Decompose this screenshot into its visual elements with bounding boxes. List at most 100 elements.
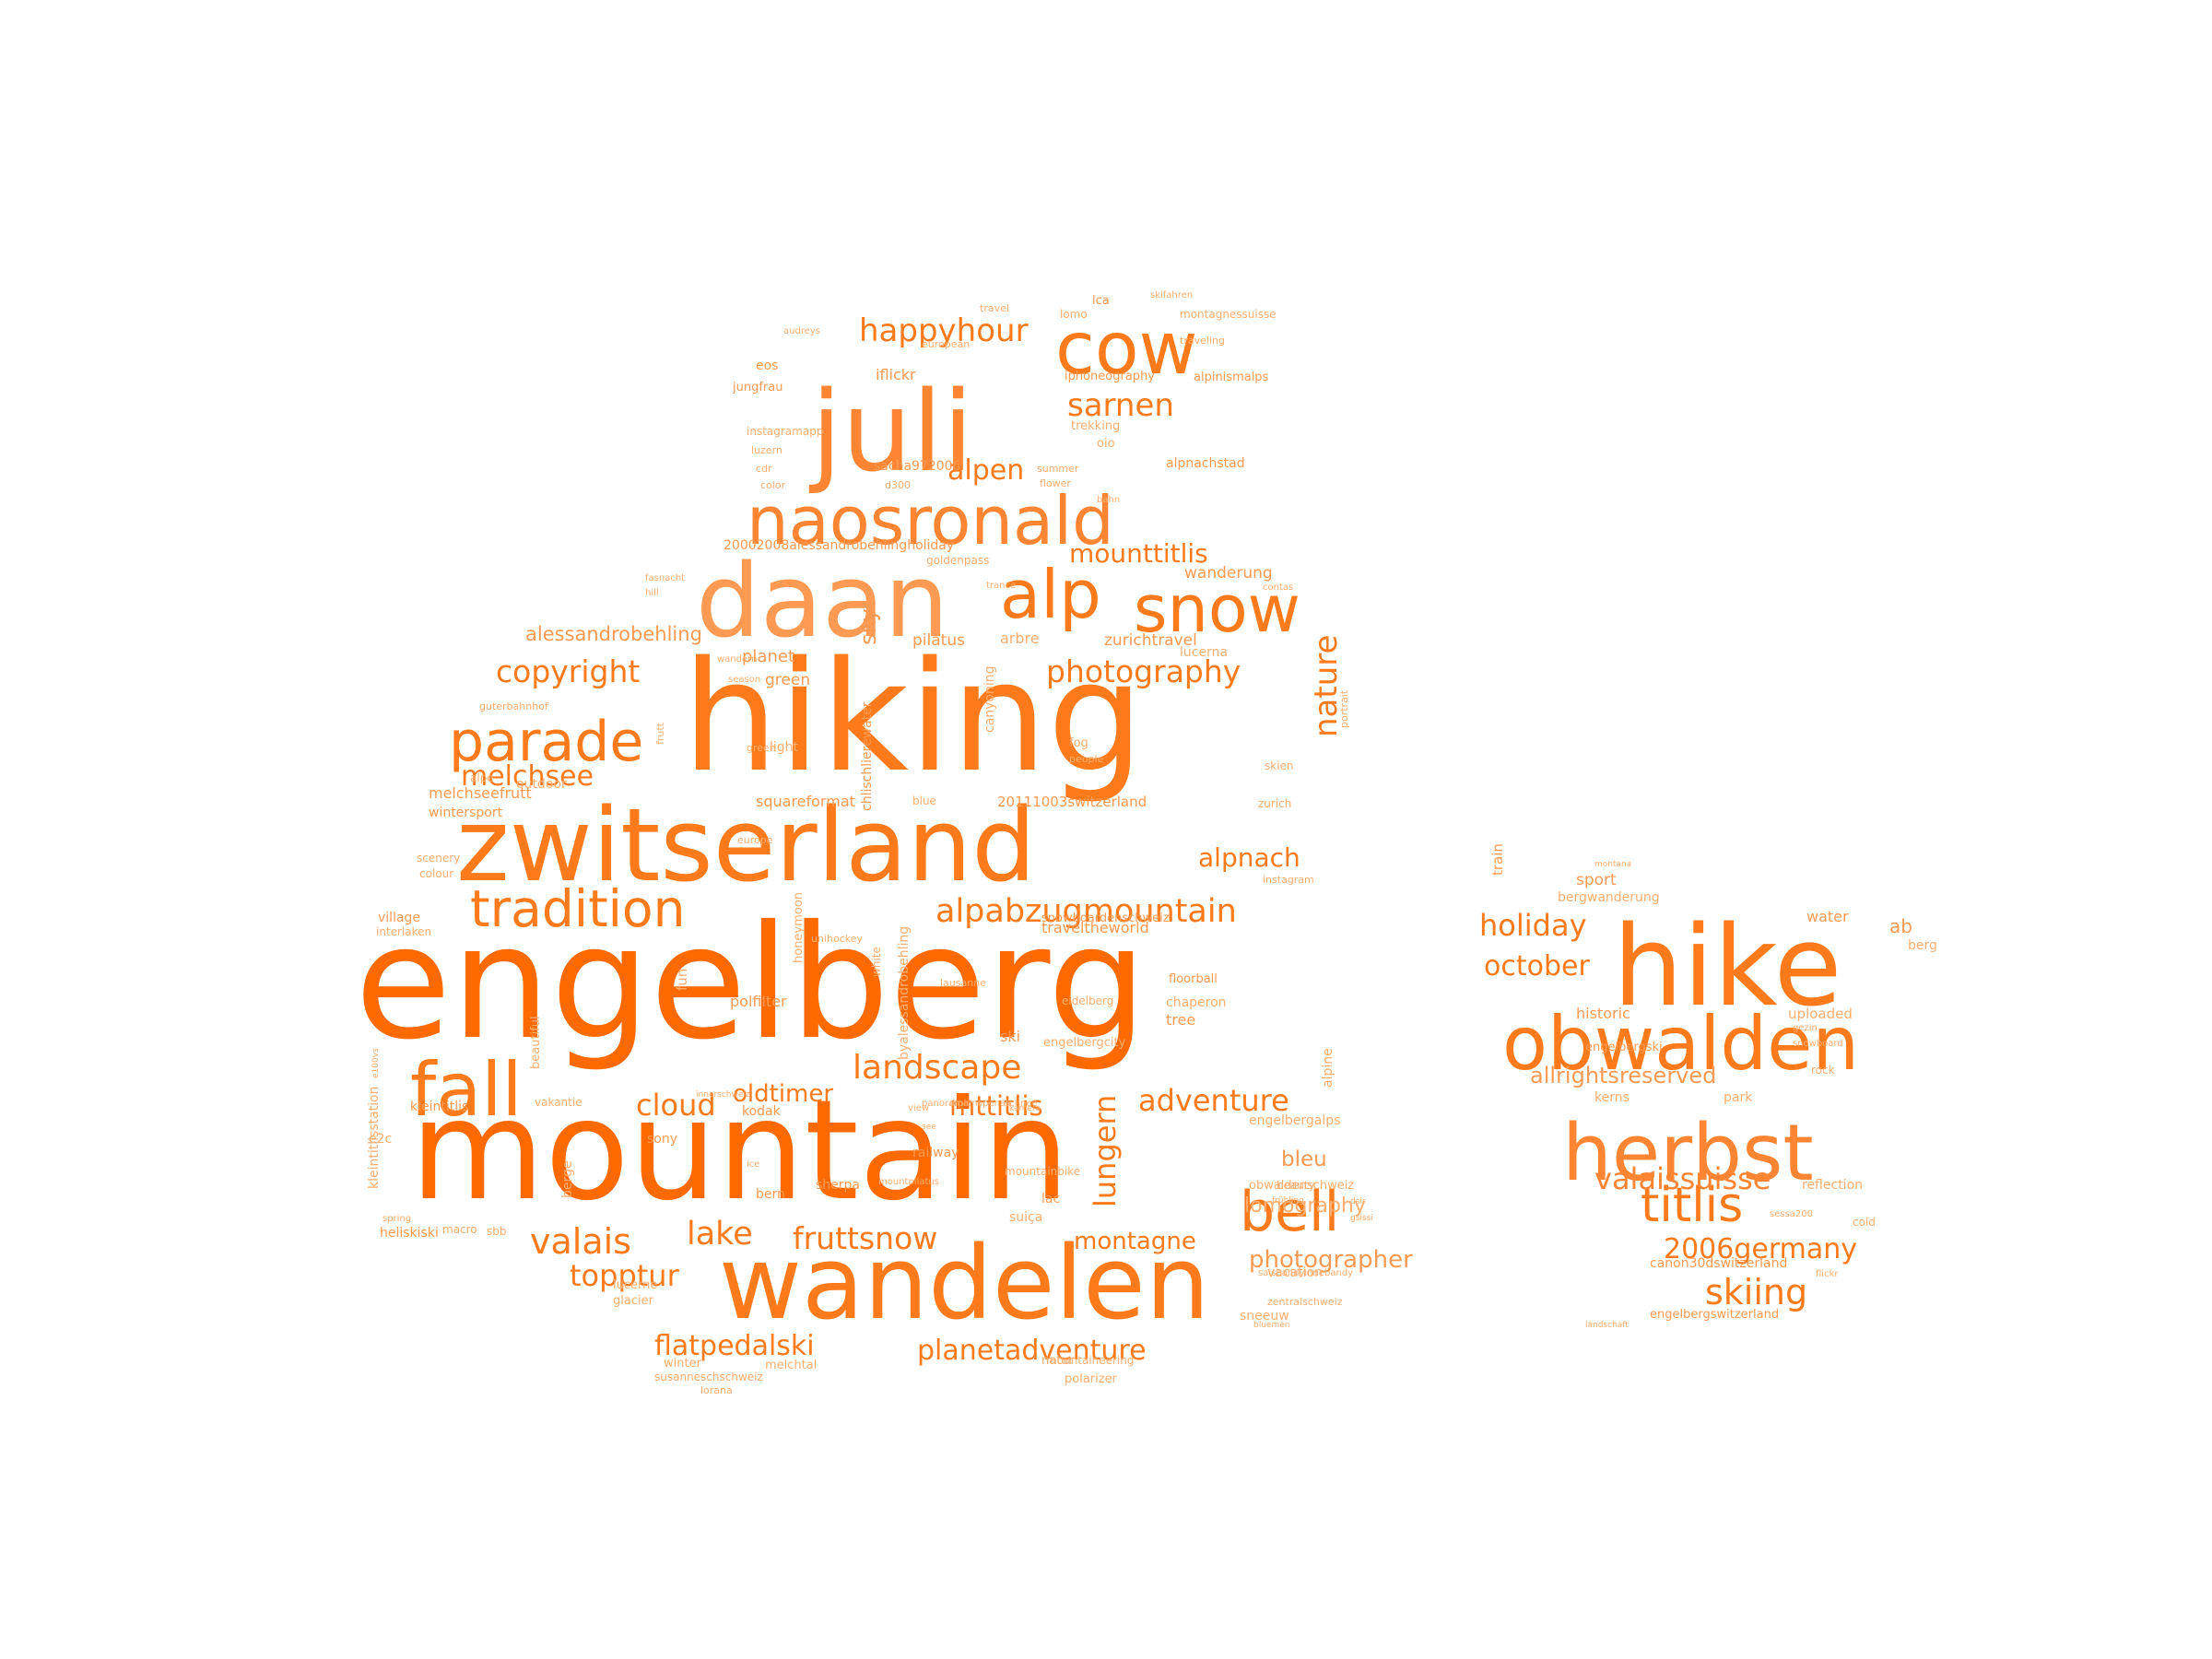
cloud-word: tradition [470,879,685,938]
cloud-word: gezin [1793,1023,1818,1033]
cloud-word: innerschweiz [696,1090,750,1100]
cloud-word: traveling [1180,335,1225,347]
cloud-word: skifahren [1150,290,1193,300]
cloud-word: parade [449,710,643,774]
cloud-word: green [747,742,776,754]
cloud-word: arbre [1000,629,1040,647]
cloud-word: planet [742,647,794,666]
cloud-word: e100vs [371,1048,381,1078]
cloud-word: lungern [1088,1095,1123,1207]
cloud-word: obwaldenschweiz [1249,1179,1354,1193]
cloud-word: glacier [613,1294,654,1308]
cloud-word: natur [1041,1354,1075,1368]
cloud-word: polarizer [1065,1372,1118,1386]
cloud-word: traveltheworld [1041,919,1149,936]
cloud-word: zentralschweiz [1267,1296,1343,1308]
cloud-word: frutt [654,722,666,745]
cloud-word: lake [687,1216,753,1253]
cloud-word: cold [1853,1216,1876,1229]
cloud-word: engelbergalps [1249,1113,1340,1128]
cloud-word: flatpedalski [654,1330,815,1362]
cloud-word: floorball [1169,972,1218,986]
cloud-word: color [760,479,786,491]
cloud-word: spring [382,1214,411,1224]
cloud-word: bell [1240,1180,1339,1244]
cloud-word: mountain [410,1071,1070,1231]
cloud-word: e2c [369,1132,392,1147]
cloud-word: saisbandyinnebandy [1258,1268,1353,1278]
cloud-word: juli [808,369,973,497]
cloud-word: melchseefrutt [429,784,532,802]
cloud-word: sbb [487,1225,507,1238]
cloud-word: guterbahnhof [479,700,549,712]
cloud-word: light [770,740,799,755]
cloud-word: montana [1594,860,1631,869]
cloud-word: alpnach [1198,842,1300,873]
cloud-word: scenery [417,852,460,865]
cloud-word: mountaineering [1046,1354,1135,1367]
cloud-word: photographer [1249,1246,1413,1274]
cloud-word: zwitserland [456,786,1036,904]
cloud-word: lomography [1244,1194,1366,1218]
cloud-word: polfilter [730,993,787,1010]
cloud-word: railway [912,1146,959,1160]
cloud-word: nature [1308,635,1345,737]
cloud-word: sacha972006 [874,459,961,474]
cloud-word: hiking [682,629,1144,806]
cloud-word: blue [912,794,936,807]
cloud-word: alpen [947,454,1024,487]
cloud-word: rock [1811,1064,1835,1077]
cloud-word: audreys [783,326,820,336]
cloud-word: lac [1041,1192,1060,1206]
cloud-word: fog [1069,736,1088,750]
cloud-word: dsir [1350,1197,1366,1206]
cloud-word: fasnacht [645,573,685,583]
cloud-word: wandern [717,654,757,665]
cloud-word: landschaft [1585,1321,1629,1330]
cloud-word: honeymoon [792,892,806,963]
cloud-word: engelberg [355,892,1147,1075]
cloud-word: melchsee [461,760,594,793]
cloud-word: cow [1055,308,1197,391]
cloud-word: beauty [1277,1179,1315,1192]
cloud-word: alpine [1321,1048,1335,1088]
cloud-word: sessa200 [1770,1209,1813,1219]
cloud-word: lomo [1060,308,1088,321]
cloud-word: melchtal [765,1359,817,1372]
cloud-word: mountpilatus [878,1177,939,1187]
cloud-word: daan [696,542,948,660]
cloud-word: flower [1040,477,1071,489]
cloud-word: trekking [1071,419,1120,433]
cloud-word: topptur [570,1258,680,1293]
cloud-word: kerns [1594,1090,1630,1105]
cloud-word: valais [530,1221,631,1262]
cloud-word: lausanne [940,977,986,989]
cloud-word: vacation [1267,1265,1323,1280]
cloud-word: sport [1576,871,1617,889]
cloud-word: europe [737,834,773,846]
cloud-word: colour [419,867,453,880]
cloud-word: mttitlis [949,1090,1043,1122]
cloud-word: bergwanderung [1558,890,1660,905]
cloud-word: october [1484,950,1590,982]
cloud-word: titlis [1641,1178,1743,1233]
cloud-word: oldtimer [733,1080,833,1108]
cloud-word: d300 [885,479,911,491]
cloud-word: bern [756,1187,785,1202]
cloud-word: uploaded [1788,1006,1853,1022]
cloud-word: village [378,911,420,925]
cloud-word: mountainbike [1005,1165,1080,1178]
cloud-word: lca [1092,294,1110,308]
cloud-word: summer [1037,463,1079,475]
cloud-word: oio [1097,437,1115,451]
cloud-word: allrightsreserved [1530,1063,1716,1088]
cloud-word: view [908,1103,929,1113]
cloud-word: winter [664,1357,702,1371]
cloud-word: snowboard [1793,1039,1843,1049]
cloud-word: park [1724,1090,1753,1105]
cloud-word: pilatus [912,631,965,650]
cloud-word: kleintitlisstation [367,1087,382,1190]
cloud-word: season [728,675,760,685]
